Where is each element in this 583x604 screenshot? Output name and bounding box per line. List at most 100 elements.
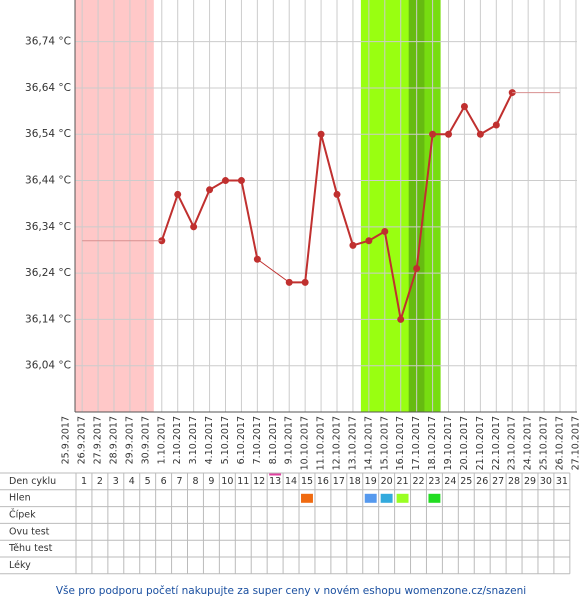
y-tick-label: 36,24 °C [25, 267, 71, 279]
temperature-point [413, 264, 421, 272]
temperature-point [301, 278, 309, 286]
cycle-day: 31 [556, 476, 568, 487]
x-tick-label: 14.10.2017 [363, 416, 374, 470]
x-tick-label: 26.10.2017 [555, 416, 566, 470]
x-tick-label: 7.10.2017 [252, 416, 263, 464]
x-tick-label: 24.10.2017 [523, 416, 534, 470]
cycle-day: 21 [397, 476, 409, 487]
x-tick-label: 16.10.2017 [395, 416, 406, 470]
x-tick-label: 20.10.2017 [459, 416, 470, 470]
cycle-day: 22 [412, 476, 424, 487]
x-tick-label: 9.10.2017 [284, 416, 295, 464]
y-tick-label: 36,54 °C [25, 128, 71, 140]
x-tick-label: 2.10.2017 [172, 416, 183, 464]
cycle-day: 13 [269, 476, 281, 487]
cycle-day: 18 [349, 476, 361, 487]
temperature-point [206, 186, 214, 194]
y-tick-label: 36,34 °C [25, 221, 71, 233]
temperature-point [349, 241, 357, 249]
x-tick-label: 12.10.2017 [332, 416, 343, 470]
x-tick-label: 22.10.2017 [491, 416, 502, 470]
cycle-day: 16 [317, 476, 329, 487]
temperature-point [445, 130, 453, 138]
x-tick-label: 10.10.2017 [300, 416, 311, 470]
x-tick-label: 1.10.2017 [156, 416, 167, 464]
cycle-day: 28 [508, 476, 520, 487]
cycle-day: 4 [129, 476, 135, 487]
x-tick-label: 23.10.2017 [507, 416, 518, 470]
x-tick-label: 28.9.2017 [108, 416, 119, 464]
temperature-point [381, 227, 389, 235]
row-label: Těhu test [8, 543, 53, 554]
y-tick-label: 36,74 °C [25, 36, 71, 48]
x-tick-label: 25.10.2017 [539, 416, 550, 470]
y-tick-label: 36,64 °C [25, 82, 71, 94]
x-tick-label: 18.10.2017 [427, 416, 438, 470]
gap-connector [257, 258, 290, 283]
hlen-marker [364, 493, 377, 503]
temperature-point [492, 121, 500, 129]
x-tick-label: 27.10.2017 [570, 416, 581, 470]
cycle-day: 2 [97, 476, 103, 487]
cycle-day: 29 [524, 476, 536, 487]
x-tick-label: 25.9.2017 [61, 416, 72, 464]
x-tick-label: 5.10.2017 [220, 416, 231, 464]
x-tick-label: 11.10.2017 [316, 416, 327, 470]
temperature-point [365, 237, 373, 245]
x-tick-label: 15.10.2017 [379, 416, 390, 470]
cycle-day: 20 [381, 476, 393, 487]
x-tick-label: 29.9.2017 [124, 416, 135, 464]
temperature-point [429, 130, 437, 138]
cycle-day: 3 [113, 476, 119, 487]
today-marker [269, 473, 282, 476]
temperature-point [190, 223, 198, 231]
temperature-point [460, 102, 468, 110]
temperature-point [333, 190, 341, 198]
hlen-marker [396, 493, 409, 503]
y-tick-label: 36,04 °C [25, 360, 71, 372]
cycle-day: 25 [460, 476, 472, 487]
cycle-day: 23 [428, 476, 440, 487]
x-tick-label: 8.10.2017 [268, 416, 279, 464]
cycle-day: 26 [476, 476, 488, 487]
y-tick-label: 36,14 °C [25, 313, 71, 325]
row-label: Ovu test [9, 526, 50, 537]
temperature-point [237, 177, 245, 185]
hlen-marker [428, 493, 441, 503]
temperature-point [476, 130, 484, 138]
temperature-point [397, 315, 405, 323]
temperature-point [222, 177, 229, 185]
cycle-day: 6 [161, 476, 167, 487]
x-tick-label: 6.10.2017 [236, 416, 247, 464]
row-label: Léky [9, 560, 31, 571]
cycle-day: 10 [221, 476, 233, 487]
cycle-day: 30 [540, 476, 552, 487]
cycle-day: 19 [365, 476, 377, 487]
temperature-point [174, 190, 182, 198]
footer-link[interactable]: Vše pro podporu početí nakupujte za supe… [56, 585, 526, 597]
row-label: Čípek [9, 509, 36, 521]
y-tick-label: 36,44 °C [25, 175, 71, 187]
x-tick-label: 30.9.2017 [140, 416, 151, 464]
cycle-day: 7 [177, 476, 183, 487]
cycle-day: 1 [81, 476, 87, 487]
hlen-marker [380, 493, 393, 503]
row-label: Den cyklu [9, 476, 56, 487]
cycle-day: 12 [253, 476, 265, 487]
x-tick-label: 3.10.2017 [188, 416, 199, 464]
cycle-day: 14 [285, 476, 297, 487]
x-tick-label: 19.10.2017 [443, 416, 454, 470]
cycle-day: 5 [145, 476, 151, 487]
x-tick-label: 13.10.2017 [347, 416, 358, 470]
x-tick-label: 26.9.2017 [77, 416, 88, 464]
hlen-marker [301, 493, 313, 503]
cycle-day: 9 [208, 476, 214, 487]
cycle-day: 8 [192, 476, 198, 487]
row-label: Hlen [9, 493, 31, 504]
temperature-point [253, 255, 261, 263]
x-tick-label: 21.10.2017 [475, 416, 486, 470]
cycle-day: 11 [237, 476, 249, 487]
x-tick-label: 27.9.2017 [93, 416, 104, 464]
x-tick-label: 4.10.2017 [204, 416, 215, 464]
